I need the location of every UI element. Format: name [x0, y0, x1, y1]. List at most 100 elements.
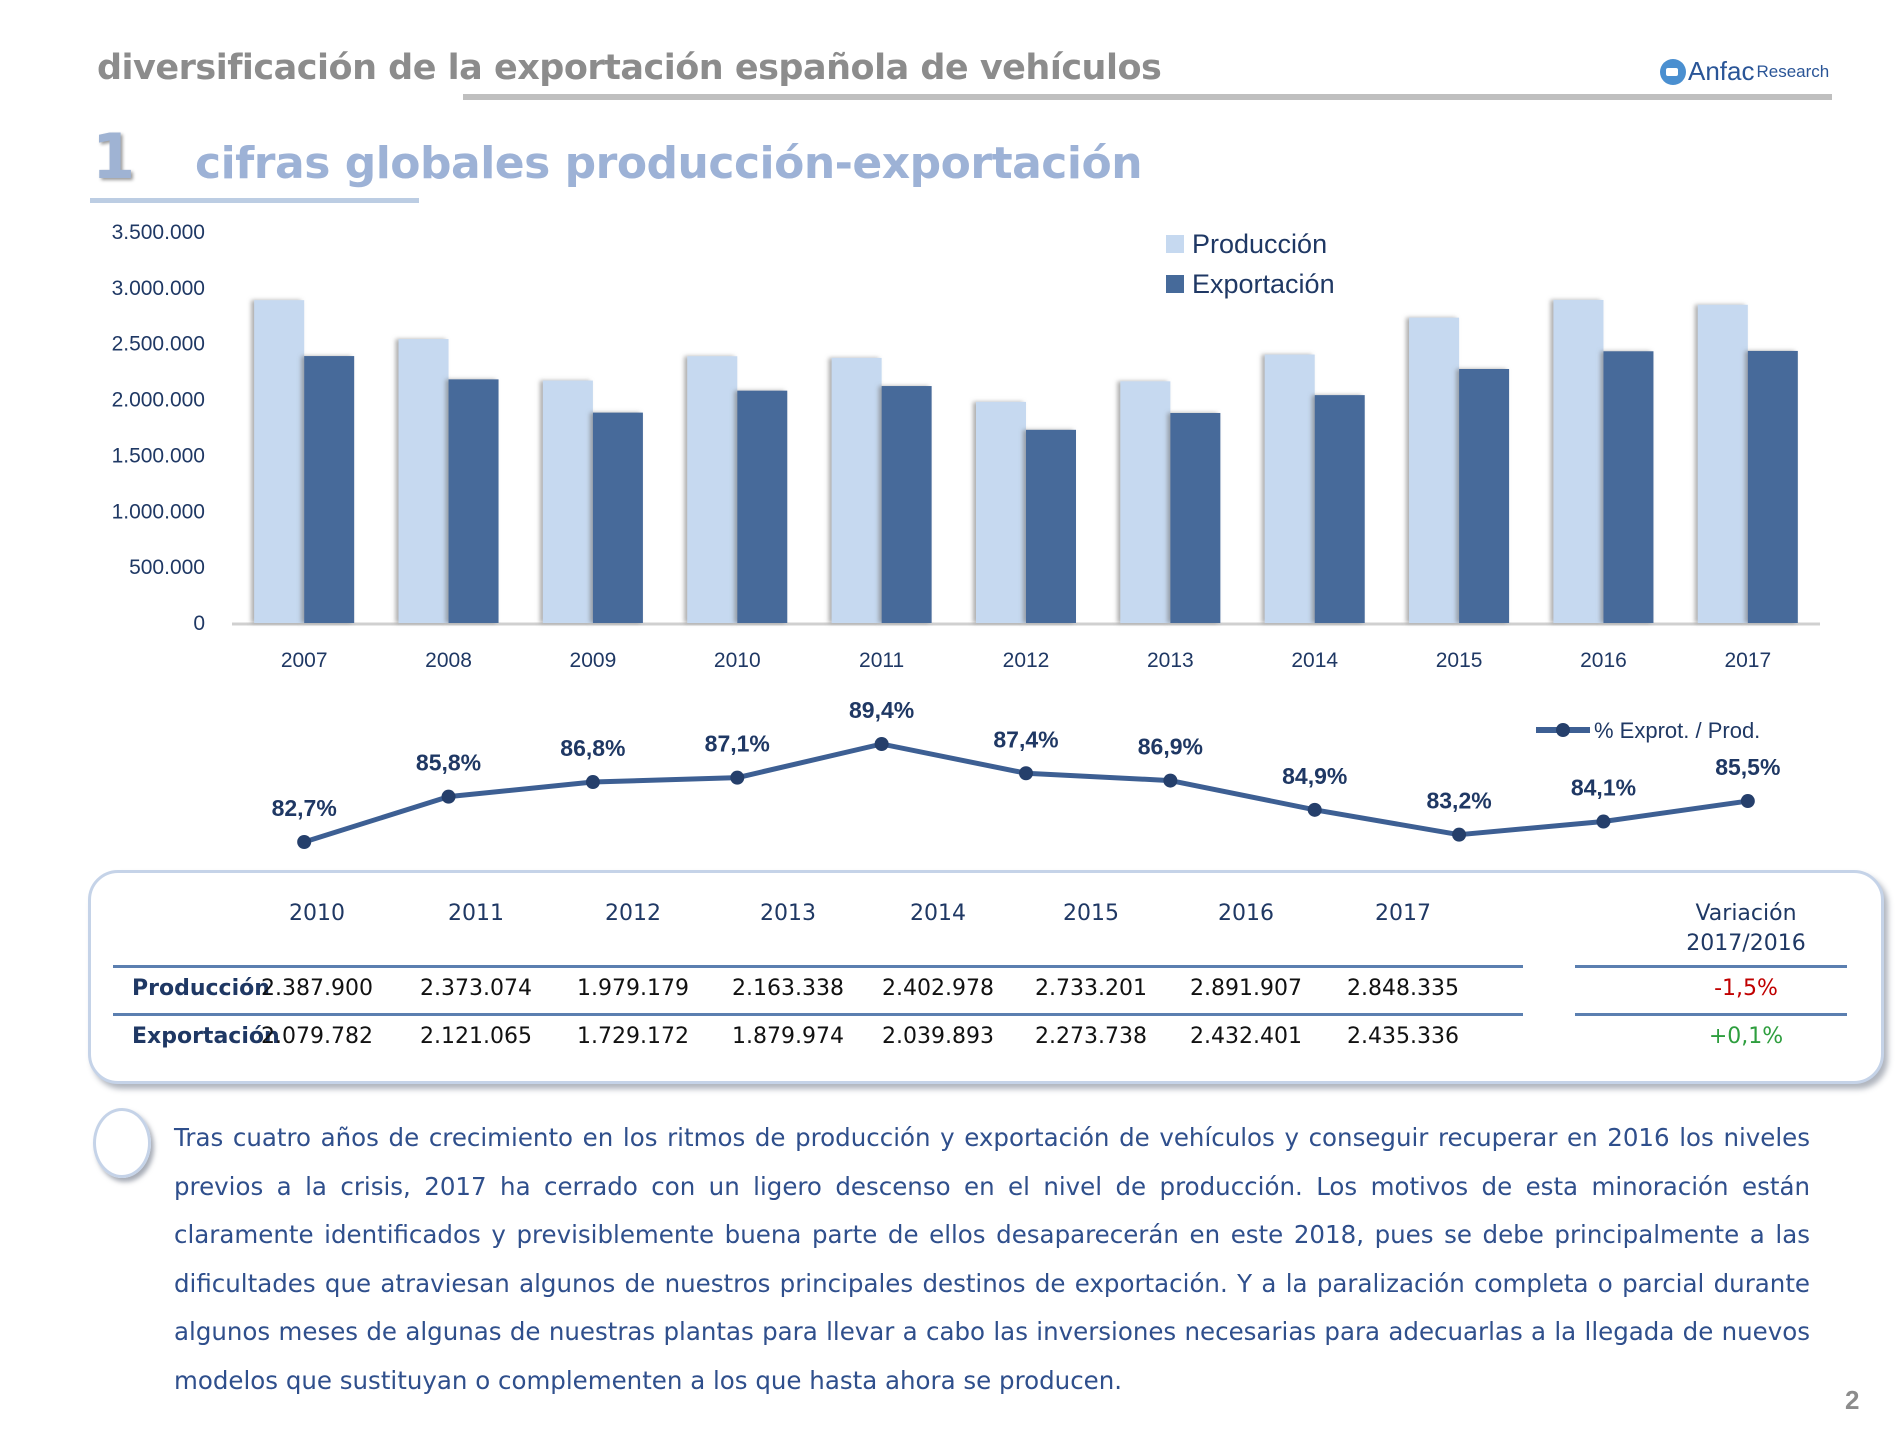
table-year-header: 2015	[1063, 901, 1119, 926]
table-cell: 2.435.336	[1347, 1024, 1459, 1049]
bar-exportacion	[304, 356, 355, 623]
table-cell: 2.402.978	[882, 976, 994, 1001]
line-data-label: 82,7%	[272, 795, 337, 821]
section-underline	[90, 198, 419, 203]
line-point	[297, 835, 312, 849]
bar-exportacion	[881, 386, 932, 623]
line-point	[1740, 794, 1755, 809]
logo-sub: Research	[1756, 61, 1830, 81]
line-point	[1307, 802, 1322, 817]
line-data-label: 85,5%	[1715, 754, 1780, 780]
table-year-header: 2010	[289, 901, 345, 926]
variation-header-period: 2017/2016	[1686, 931, 1806, 956]
table-cell: 2.891.907	[1190, 976, 1302, 1001]
table-rule	[113, 965, 1523, 968]
bar-produccion	[1697, 304, 1748, 623]
y-tick-label: 3.500.000	[112, 221, 205, 244]
table-cell: 2.079.782	[261, 1024, 373, 1049]
table-year-header: 2014	[910, 901, 966, 926]
logo-brand: Anfac	[1688, 56, 1755, 86]
bar-exportacion	[1747, 350, 1798, 623]
car-logo-icon	[1660, 58, 1686, 85]
bar-exportacion	[448, 379, 499, 623]
commentary-paragraph: Tras cuatro años de crecimiento en los r…	[174, 1123, 1810, 1395]
variation-header: Variación	[1695, 901, 1797, 926]
legend-swatch	[1166, 275, 1184, 293]
bar-exportacion	[592, 412, 643, 623]
bar-exportacion	[1026, 429, 1076, 623]
table-rule	[1575, 1013, 1847, 1016]
bar-produccion	[254, 300, 305, 623]
line-series	[303, 741, 1749, 845]
page-number: 2	[1845, 1385, 1860, 1415]
line-data-label: 86,8%	[560, 735, 625, 761]
table-cell: 1.879.974	[732, 1024, 844, 1049]
y-tick-label: 500.000	[129, 556, 205, 579]
table-year-header: 2017	[1375, 901, 1431, 926]
line-point	[874, 737, 889, 751]
y-tick-label: 0	[193, 612, 205, 635]
table-year-header: 2011	[448, 901, 504, 926]
line-data-label: 84,1%	[1571, 775, 1636, 801]
bar-exportacion	[1314, 395, 1365, 623]
section-title: cifras globales producción-exportación	[195, 138, 1143, 189]
data-table-panel: 2010 2011 2012 2013 2014 2015 2016 2017 Variació…	[88, 870, 1884, 1084]
x-tick-label: 2008	[425, 649, 472, 672]
line-data-label: 89,4%	[849, 697, 914, 723]
table-year-header: 2013	[760, 901, 816, 926]
table-cell: 2.387.900	[261, 976, 373, 1001]
line-point	[585, 775, 600, 790]
line-chart: 82,7% 85,8% 86,8% 87,1% 89,4% 87,4% 86,9% 84,9%…	[272, 697, 1780, 849]
table-cell: 2.039.893	[882, 1024, 994, 1049]
line-point	[1019, 766, 1033, 781]
bar-produccion	[1409, 317, 1460, 623]
y-tick-label: 1.000.000	[112, 500, 205, 523]
bar-produccion	[687, 356, 738, 623]
table-cell: 2.733.201	[1035, 976, 1147, 1001]
table-year-header: 2012	[605, 901, 661, 926]
line-point	[1452, 827, 1467, 842]
bar-produccion	[976, 401, 1026, 623]
bar-exportacion	[1603, 351, 1654, 623]
table-year-header: 2016	[1218, 901, 1274, 926]
bar-exportacion	[1459, 368, 1510, 623]
table-row-label: Producción	[132, 976, 270, 1001]
legend-swatch	[1166, 235, 1184, 253]
line-legend-marker	[1556, 723, 1570, 737]
table-cell: 2.848.335	[1347, 976, 1459, 1001]
bar-produccion	[398, 339, 449, 623]
table-rule	[113, 1013, 1523, 1016]
table-rule	[1575, 965, 1847, 968]
x-tick-label: 2010	[714, 649, 761, 672]
bar-produccion	[1120, 381, 1171, 623]
bar-produccion	[1264, 354, 1315, 623]
bar-produccion	[542, 380, 593, 623]
y-tick-label: 1.500.000	[112, 444, 205, 467]
x-tick-label: 2015	[1436, 649, 1483, 672]
x-tick-label: 2011	[859, 649, 904, 672]
header-divider	[463, 94, 1832, 100]
line-data-label: 87,1%	[705, 731, 770, 757]
section-number: 1	[92, 120, 136, 193]
line-legend-label: % Exprot. / Prod.	[1594, 718, 1760, 743]
line-data-label: 85,8%	[416, 750, 481, 776]
variation-value: +0,1%	[1708, 1024, 1784, 1049]
x-tick-label: 2012	[1003, 649, 1050, 672]
y-tick-label: 2.500.000	[112, 333, 205, 356]
table-cell: 1.979.179	[577, 976, 689, 1001]
x-tick-label: 2013	[1147, 649, 1194, 672]
x-tick-label: 2017	[1724, 649, 1771, 672]
bullet-circle-icon	[93, 1108, 151, 1178]
bar-exportacion	[1170, 412, 1221, 623]
line-data-label: 83,2%	[1426, 788, 1491, 814]
line-point	[730, 770, 745, 785]
line-point	[1596, 814, 1611, 829]
bar-produccion	[831, 357, 882, 623]
bar-produccion	[1553, 299, 1604, 623]
line-data-label: 86,9%	[1138, 734, 1203, 760]
line-data-label: 87,4%	[993, 726, 1058, 752]
document-header-title: diversificación de la exportación españo…	[97, 48, 1162, 88]
x-tick-label: 2014	[1291, 649, 1338, 672]
y-tick-label: 3.000.000	[112, 277, 205, 300]
anfac-research-logo: Anfac Research	[1660, 56, 1829, 87]
